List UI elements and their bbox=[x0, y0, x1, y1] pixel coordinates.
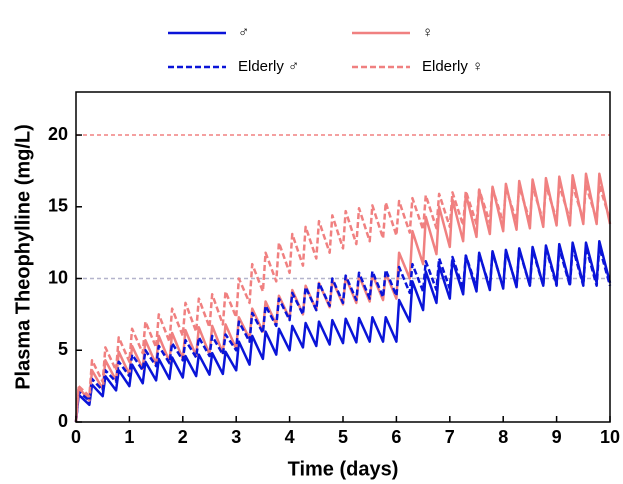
y-tick-label: 20 bbox=[48, 124, 68, 144]
legend-label: ♀ bbox=[422, 24, 433, 41]
legend-label: Elderly ♂ bbox=[238, 58, 299, 75]
x-tick-label: 3 bbox=[231, 427, 241, 447]
x-tick-label: 8 bbox=[498, 427, 508, 447]
x-tick-label: 1 bbox=[124, 427, 134, 447]
y-tick-label: 5 bbox=[58, 339, 68, 359]
y-tick-label: 15 bbox=[48, 196, 68, 216]
x-tick-label: 7 bbox=[445, 427, 455, 447]
x-tick-label: 10 bbox=[600, 427, 620, 447]
series-line bbox=[74, 245, 612, 423]
x-tick-label: 6 bbox=[391, 427, 401, 447]
x-tick-label: 9 bbox=[552, 427, 562, 447]
series-line bbox=[74, 239, 612, 423]
y-tick-label: 10 bbox=[48, 267, 68, 287]
series-line bbox=[74, 184, 612, 423]
x-tick-label: 2 bbox=[178, 427, 188, 447]
x-tick-label: 5 bbox=[338, 427, 348, 447]
legend-label: Elderly ♀ bbox=[422, 58, 483, 75]
y-tick-label: 0 bbox=[58, 411, 68, 431]
x-tick-label: 4 bbox=[285, 427, 295, 447]
x-tick-label: 0 bbox=[71, 427, 81, 447]
y-axis-label: Plasma Theophylline (mg/L) bbox=[12, 124, 34, 390]
legend-label: ♂ bbox=[238, 24, 249, 41]
x-axis-label: Time (days) bbox=[288, 458, 399, 480]
